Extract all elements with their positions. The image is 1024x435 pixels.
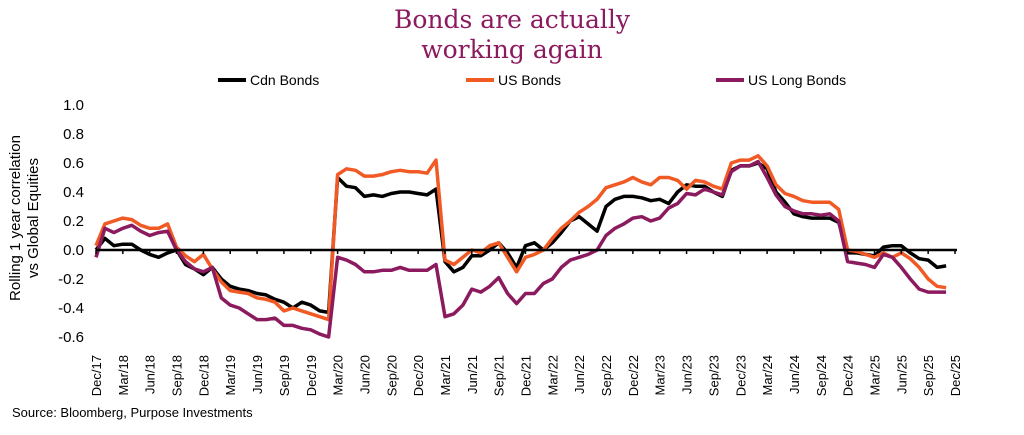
x-tick-label: Jun/21 xyxy=(465,355,480,394)
y-tick-label: 0.2 xyxy=(63,213,84,230)
x-tick-label: Dec/19 xyxy=(304,355,319,396)
x-tick-label: Sep/25 xyxy=(921,355,936,396)
x-tick-label: Mar/19 xyxy=(223,355,238,395)
series-line-cdn-bonds xyxy=(94,161,947,315)
x-tick-label: Dec/20 xyxy=(411,355,426,396)
x-tick-label: Jun/18 xyxy=(143,355,158,394)
x-tick-label: Mar/21 xyxy=(438,355,453,395)
x-tick-label: Sep/20 xyxy=(384,355,399,396)
x-tick-label: Mar/18 xyxy=(116,355,131,395)
x-tick-label: Sep/18 xyxy=(170,355,185,396)
x-tick-label: Jun/22 xyxy=(572,355,587,394)
chart-title: Bonds are actually working again xyxy=(0,5,1024,65)
series-line-us-bonds xyxy=(94,154,947,322)
x-tick-label: Mar/22 xyxy=(545,355,560,395)
y-tick-label: 0.4 xyxy=(63,184,84,201)
x-tick-label: Jun/19 xyxy=(250,355,265,394)
y-tick-label: 0.0 xyxy=(63,242,84,259)
y-tick-label: 0.8 xyxy=(63,126,84,143)
x-tick-label: Mar/24 xyxy=(760,355,775,395)
x-tick-label: Dec/25 xyxy=(948,355,963,396)
x-tick-label: Mar/23 xyxy=(653,355,668,395)
y-tick-label: -0.4 xyxy=(58,300,84,317)
x-tick-label: Jun/20 xyxy=(357,355,372,394)
x-tick-label: Sep/24 xyxy=(814,355,829,396)
chart-title-line-1: Bonds are actually xyxy=(394,5,630,34)
x-tick-label: Jun/24 xyxy=(787,355,802,394)
x-tick-label: Jun/23 xyxy=(680,355,695,394)
legend-label: US Bonds xyxy=(498,72,562,88)
y-tick-label: 0.6 xyxy=(63,155,84,172)
legend-label: Cdn Bonds xyxy=(250,72,320,88)
x-tick-label: Dec/22 xyxy=(626,355,641,396)
source-note: Source: Bloomberg, Purpose Investments xyxy=(12,405,253,420)
x-tick-label: Dec/24 xyxy=(841,355,856,396)
x-tick-label: Mar/25 xyxy=(867,355,882,395)
legend-swatch xyxy=(218,78,246,82)
legend-item-us-bonds: US Bonds xyxy=(466,72,561,88)
x-tick-label: Dec/23 xyxy=(733,355,748,396)
x-tick-label: Jun/25 xyxy=(894,355,909,394)
x-tick-label: Sep/23 xyxy=(706,355,721,396)
chart-title-line-2: working again xyxy=(421,35,603,64)
x-tick-label: Sep/22 xyxy=(599,355,614,396)
legend-swatch xyxy=(466,78,494,82)
x-tick-label: Dec/18 xyxy=(196,355,211,396)
y-tick-label: -0.6 xyxy=(58,329,84,346)
x-tick-label: Sep/21 xyxy=(492,355,507,396)
x-tick-label: Dec/21 xyxy=(519,355,534,396)
y-tick-label: 1.0 xyxy=(63,97,84,114)
series-line-us-long-bonds xyxy=(94,159,947,339)
x-tick-label: Sep/19 xyxy=(277,355,292,396)
legend-swatch xyxy=(716,78,744,82)
legend-item-cdn-bonds: Cdn Bonds xyxy=(218,72,319,88)
y-tick-label: -0.2 xyxy=(58,271,84,288)
x-tick-label: Dec/17 xyxy=(89,355,104,396)
legend-item-us-long-bonds: US Long Bonds xyxy=(716,72,846,88)
legend-label: US Long Bonds xyxy=(748,72,847,88)
x-tick-label: Mar/20 xyxy=(331,355,346,395)
